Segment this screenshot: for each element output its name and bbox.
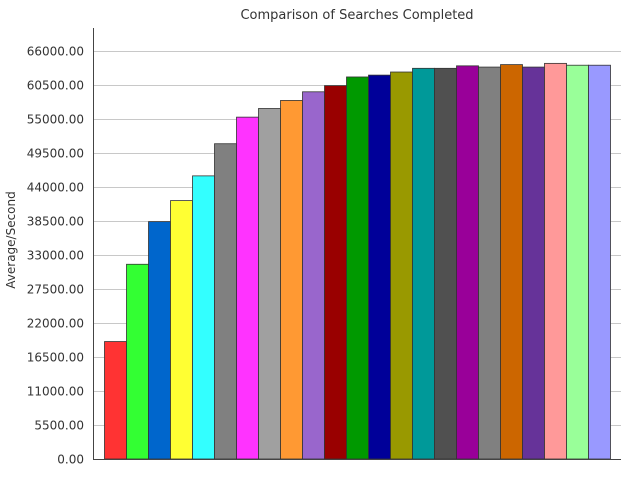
bar	[324, 85, 347, 460]
y-tick-label: 0.00	[57, 453, 84, 467]
bar	[104, 341, 127, 460]
y-tick-label: 60500.00	[27, 79, 84, 93]
chart-title: Comparison of Searches Completed	[240, 8, 473, 23]
bar	[280, 100, 303, 460]
bar	[588, 64, 611, 460]
bars	[104, 62, 611, 460]
y-tick-label: 49500.00	[27, 147, 84, 161]
bar	[368, 74, 391, 460]
bar	[258, 108, 281, 460]
bar	[522, 66, 545, 460]
y-axis-label: Average/Second	[4, 191, 18, 288]
y-tick-label: 11000.00	[27, 385, 84, 399]
bar	[126, 263, 149, 460]
y-tick-label: 22000.00	[27, 317, 84, 331]
bar	[456, 65, 479, 460]
bar	[170, 200, 193, 460]
bar	[214, 143, 237, 460]
y-tick-label: 16500.00	[27, 351, 84, 365]
bar	[544, 62, 567, 460]
bar	[412, 67, 435, 460]
y-tick-label: 44000.00	[27, 181, 84, 195]
bar	[434, 67, 457, 460]
axes	[93, 28, 621, 460]
bar	[236, 116, 259, 460]
y-tick-labels: 0.00 5500.00 11000.00 16500.00 22000.00 27500…	[27, 45, 84, 467]
bar	[478, 66, 501, 460]
bar	[148, 221, 171, 460]
y-tick-label: 5500.00	[34, 419, 84, 433]
y-tick-label: 33000.00	[27, 249, 84, 263]
bar	[346, 76, 369, 460]
y-tick-label: 55000.00	[27, 113, 84, 127]
y-tick-label: 38500.00	[27, 215, 84, 229]
bar	[390, 71, 413, 460]
y-tick-label: 66000.00	[27, 45, 84, 59]
bar	[500, 64, 523, 460]
bar	[192, 175, 215, 460]
y-tick-label: 27500.00	[27, 283, 84, 297]
bar	[566, 64, 589, 460]
bar	[302, 91, 325, 460]
